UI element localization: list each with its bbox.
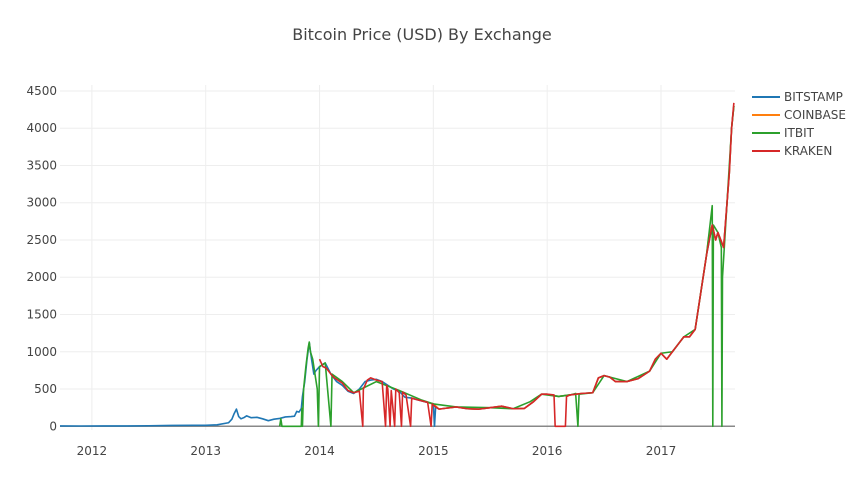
y-tick-label: 1000 xyxy=(26,345,57,359)
grid-lines xyxy=(60,85,735,430)
legend-item-bitstamp[interactable]: BITSTAMP xyxy=(752,90,843,104)
x-tick-label: 2014 xyxy=(304,444,335,458)
x-tick-label: 2012 xyxy=(77,444,108,458)
series-line-kraken xyxy=(318,102,735,428)
legend-item-kraken[interactable]: KRAKEN xyxy=(752,144,832,158)
y-tick-label: 2500 xyxy=(26,233,57,247)
x-tick-label: 2013 xyxy=(190,444,221,458)
series-line-itbit xyxy=(278,105,735,428)
legend-label: KRAKEN xyxy=(784,144,832,158)
y-tick-label: 500 xyxy=(34,382,57,396)
chart-title: Bitcoin Price (USD) By Exchange xyxy=(292,25,552,44)
y-tick-label: 0 xyxy=(49,419,57,433)
legend-label: BITSTAMP xyxy=(784,90,843,104)
y-tick-label: 4500 xyxy=(26,84,57,98)
legend-label: ITBIT xyxy=(784,126,815,140)
series-lines xyxy=(59,102,735,428)
x-tick-label: 2016 xyxy=(532,444,563,458)
y-tick-label: 4000 xyxy=(26,121,57,135)
legend-label: COINBASE xyxy=(784,108,846,122)
y-tick-label: 3500 xyxy=(26,158,57,172)
y-tick-label: 2000 xyxy=(26,270,57,284)
x-tick-label: 2017 xyxy=(646,444,677,458)
axis-ticks: 0 500 1000 1500 2000 2500 3000 3500 4000 4500 2012… xyxy=(26,84,676,458)
y-tick-label: 3000 xyxy=(26,196,57,210)
x-tick-label: 2015 xyxy=(418,444,449,458)
legend-item-itbit[interactable]: ITBIT xyxy=(752,126,815,140)
y-tick-label: 1500 xyxy=(26,308,57,322)
legend-item-coinbase[interactable]: COINBASE xyxy=(752,108,846,122)
series-line-coinbase xyxy=(427,105,735,410)
legend[interactable]: BITSTAMP COINBASE ITBIT KRAKEN xyxy=(752,90,846,158)
